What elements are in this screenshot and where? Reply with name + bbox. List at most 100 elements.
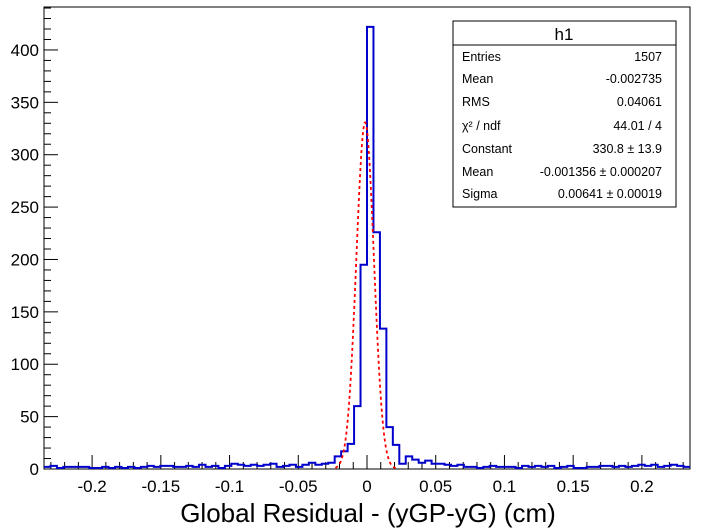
histogram-bin — [638, 465, 644, 469]
histogram-bin — [367, 27, 373, 469]
histogram-bin — [70, 467, 76, 469]
y-tick-label: 50 — [20, 408, 39, 427]
histogram-bin — [212, 466, 218, 469]
histogram-bin — [341, 451, 347, 469]
histogram-bin — [283, 466, 289, 469]
y-tick-label: 350 — [11, 93, 39, 112]
histogram-bin — [496, 467, 502, 469]
histogram-bin — [393, 445, 399, 469]
histogram-bin — [277, 467, 283, 469]
histogram-bin — [671, 465, 677, 469]
histogram-bin — [180, 467, 186, 469]
y-tick-label: 100 — [11, 355, 39, 374]
histogram-bin — [509, 467, 515, 469]
histogram-bin — [186, 466, 192, 469]
stats-box-frame — [452, 20, 677, 208]
y-tick-label: 0 — [30, 460, 39, 479]
stats-label-chi2-ndf: χ² / ndf — [462, 119, 501, 133]
x-tick-label: 0.2 — [630, 477, 654, 496]
histogram-bin — [44, 467, 50, 469]
histogram-bin — [199, 465, 205, 469]
histogram-bin — [457, 465, 463, 469]
histogram-bin — [567, 466, 573, 469]
histogram-bin — [651, 465, 657, 469]
histogram-bin — [548, 466, 554, 469]
x-axis-title: Global Residual - (yGP-yG) (cm) — [180, 498, 556, 528]
stats-box: h1 Entries 1507 Mean -0.002735 RMS 0.040… — [452, 20, 677, 208]
stats-label-sigma: Sigma — [462, 187, 497, 201]
histogram-bin — [309, 463, 315, 469]
histogram-bin — [361, 265, 367, 469]
stats-value-sigma: 0.00641 ± 0.00019 — [558, 187, 662, 201]
histogram-bin — [167, 466, 173, 469]
histogram-bin — [147, 466, 153, 469]
histogram-bin — [63, 467, 69, 469]
histogram-bin — [141, 467, 147, 469]
histogram-bin — [122, 468, 128, 469]
histogram-bin — [134, 468, 140, 469]
histogram-bin — [483, 467, 489, 469]
x-tick-label: -0.2 — [77, 477, 106, 496]
histogram-bin — [419, 463, 425, 469]
stats-label-fit-mean: Mean — [462, 165, 493, 179]
histogram-bin — [516, 468, 522, 469]
histogram-bin — [477, 468, 483, 469]
histogram-bin — [580, 468, 586, 469]
histogram-bin — [302, 465, 308, 469]
histogram-bin — [96, 468, 102, 469]
histogram-bin — [296, 467, 302, 469]
gaussian-fit-series — [335, 121, 397, 470]
histogram-bin — [193, 467, 199, 469]
histogram-bin — [658, 467, 664, 469]
x-tick-label: 0 — [362, 477, 371, 496]
histogram-bin — [451, 466, 457, 469]
histogram-bin — [412, 460, 418, 469]
histogram-bin — [541, 467, 547, 469]
histogram-bin — [425, 461, 431, 469]
x-tick-label: -0.1 — [215, 477, 244, 496]
histogram-bin — [664, 466, 670, 469]
histogram-bin — [76, 467, 82, 469]
histogram-bin — [529, 467, 535, 469]
histogram-bin — [406, 456, 412, 469]
stats-value-chi2-ndf: 44.01 / 4 — [613, 119, 662, 133]
y-tick-label: 250 — [11, 198, 39, 217]
gaussian-fit-curve — [335, 121, 397, 470]
histogram-bin — [399, 464, 405, 469]
histogram-bin — [490, 466, 496, 469]
histogram-bin — [632, 466, 638, 469]
stats-label-rms: RMS — [462, 95, 490, 109]
histogram-bin — [89, 468, 95, 469]
histogram-bin — [606, 466, 612, 469]
histogram-bin — [264, 465, 270, 469]
histogram-bin — [115, 467, 121, 469]
stats-value-fit-mean: -0.001356 ± 0.000207 — [540, 165, 662, 179]
histogram-bin — [684, 467, 690, 469]
histogram-bin — [322, 464, 328, 469]
histogram-bin — [677, 466, 683, 469]
histogram-bin — [160, 466, 166, 469]
x-tick-label: -0.05 — [279, 477, 318, 496]
stats-label-constant: Constant — [462, 142, 513, 156]
axes: 0 50 100 150 200 250 300 350 400 -0.2 -0.15 -0.1 -0.… — [11, 6, 691, 496]
histogram-bin — [270, 464, 276, 469]
histogram-bin — [593, 467, 599, 469]
histogram-bin — [315, 465, 321, 469]
histogram-outline — [44, 25, 690, 469]
x-tick-label: -0.15 — [141, 477, 180, 496]
stats-value-constant: 330.8 ± 13.9 — [593, 142, 662, 156]
histogram-series — [44, 25, 690, 469]
histogram-bin — [251, 465, 257, 469]
histogram-bin — [619, 466, 625, 469]
histogram-bin — [289, 465, 295, 469]
stats-label-mean: Mean — [462, 72, 493, 86]
histogram-bin — [561, 467, 567, 469]
x-tick-label: 0.05 — [419, 477, 452, 496]
x-tick-label: 0.15 — [557, 477, 590, 496]
histogram-bin — [225, 466, 231, 469]
histogram-bin — [109, 468, 115, 469]
histogram-bin — [503, 467, 509, 469]
histogram-bin — [600, 466, 606, 469]
histogram-bin — [328, 463, 334, 469]
histogram-bin — [554, 468, 560, 469]
